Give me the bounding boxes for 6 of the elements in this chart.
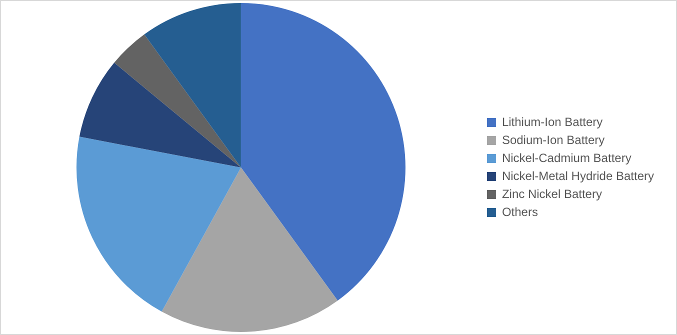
legend-label: Others bbox=[502, 204, 538, 219]
legend-label: Nickel-Metal Hydride Battery bbox=[502, 168, 654, 183]
legend-label: Lithium-Ion Battery bbox=[502, 114, 603, 129]
legend-label: Zinc Nickel Battery bbox=[502, 186, 602, 201]
legend-label: Sodium-Ion Battery bbox=[502, 132, 605, 147]
legend-label: Nickel-Cadmium Battery bbox=[502, 150, 632, 165]
